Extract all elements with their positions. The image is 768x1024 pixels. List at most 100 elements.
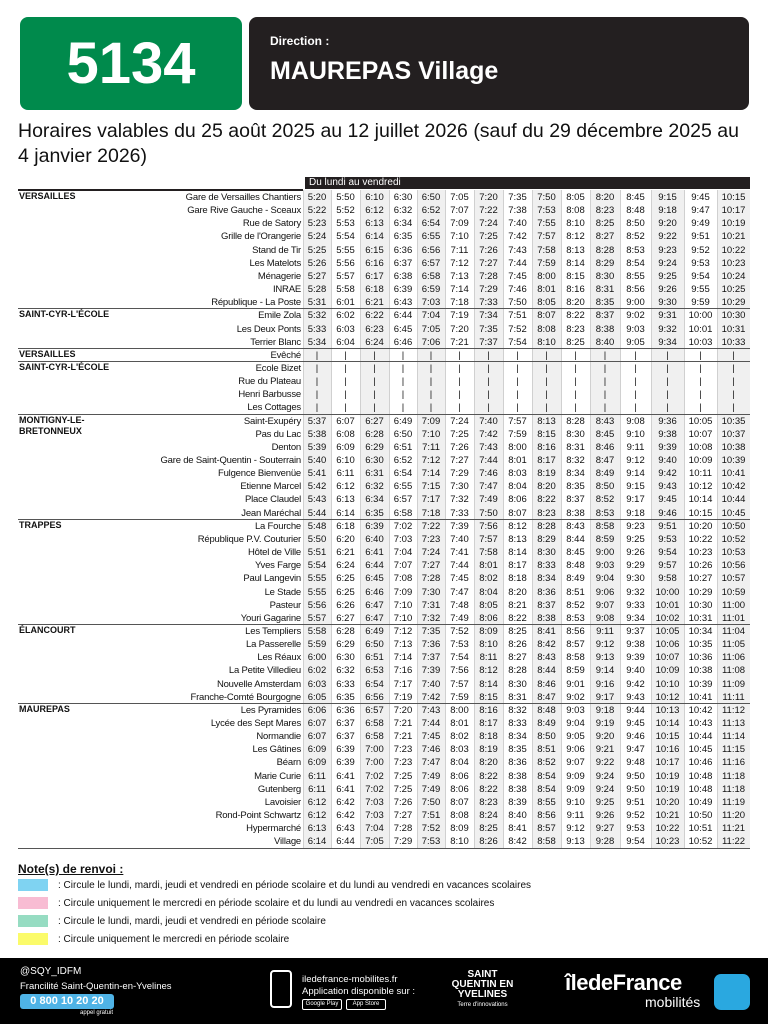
time: 9:50 bbox=[626, 770, 645, 782]
time: 9:42 bbox=[626, 678, 645, 690]
time: 10:35 bbox=[721, 415, 746, 427]
time: 8:10 bbox=[566, 218, 585, 230]
time: 7:25 bbox=[479, 231, 498, 243]
time: 8:31 bbox=[508, 691, 527, 703]
time: 9:22 bbox=[658, 231, 677, 243]
time: 8:52 bbox=[595, 494, 615, 506]
time: 9:14 bbox=[626, 468, 645, 480]
time: 8:09 bbox=[450, 823, 469, 835]
time: 6:47 bbox=[365, 599, 384, 611]
time: 10:53 bbox=[721, 547, 746, 559]
time: 6:57 bbox=[365, 704, 384, 716]
direction-label: Direction : bbox=[270, 34, 330, 48]
time: | bbox=[344, 376, 347, 388]
time: 6:41 bbox=[336, 770, 355, 782]
time: 9:03 bbox=[595, 560, 615, 572]
time: 6:11 bbox=[308, 783, 326, 795]
time: 10:23 bbox=[721, 257, 746, 269]
stop-name: La Fourche bbox=[254, 520, 301, 532]
time: 10:38 bbox=[721, 441, 746, 453]
time: | bbox=[574, 402, 577, 414]
time: 7:57 bbox=[508, 415, 527, 427]
time: 6:54 bbox=[365, 678, 384, 690]
time: | bbox=[487, 402, 490, 414]
time: 8:40 bbox=[595, 336, 615, 348]
time: 10:36 bbox=[688, 652, 713, 664]
time: 6:25 bbox=[336, 573, 355, 585]
time: 8:08 bbox=[537, 323, 556, 335]
time: 7:02 bbox=[365, 783, 384, 795]
time: 6:12 bbox=[307, 810, 327, 822]
time: 8:26 bbox=[508, 639, 527, 651]
time: 8:00 bbox=[450, 704, 469, 716]
time: 7:50 bbox=[421, 796, 441, 808]
time: 11:18 bbox=[721, 770, 746, 782]
time: 10:46 bbox=[688, 757, 713, 769]
time: 10:56 bbox=[721, 560, 746, 572]
time: 6:34 bbox=[365, 494, 384, 506]
time: | bbox=[545, 402, 548, 414]
time: 6:49 bbox=[393, 415, 413, 427]
time: 9:09 bbox=[566, 783, 585, 795]
time: 6:09 bbox=[307, 757, 327, 769]
time: 5:50 bbox=[336, 192, 355, 203]
time: 9:23 bbox=[658, 244, 677, 256]
time: 9:44 bbox=[626, 704, 645, 716]
stop-name: Stand de Tir bbox=[252, 244, 301, 256]
time: | bbox=[732, 362, 735, 374]
stop-name: Pas du Lac bbox=[255, 428, 301, 440]
time: 7:10 bbox=[450, 231, 469, 243]
time: | bbox=[516, 362, 519, 374]
time: | bbox=[574, 362, 577, 374]
time: 5:42 bbox=[307, 481, 327, 493]
time: 7:07 bbox=[393, 560, 413, 572]
time: 9:34 bbox=[658, 336, 677, 348]
stop-name: Les Deux Ponts bbox=[236, 323, 301, 335]
time: 6:33 bbox=[336, 678, 355, 690]
time: 7:57 bbox=[537, 231, 556, 243]
time: 6:37 bbox=[393, 257, 413, 269]
time: 7:22 bbox=[421, 520, 441, 532]
time: 6:35 bbox=[365, 507, 384, 519]
time: | bbox=[487, 389, 490, 401]
time: 8:58 bbox=[566, 652, 585, 664]
time: 6:14 bbox=[336, 507, 355, 519]
time: 9:11 bbox=[566, 810, 585, 822]
time: 6:14 bbox=[365, 231, 384, 243]
time: 11:19 bbox=[721, 796, 746, 808]
time: 7:20 bbox=[393, 704, 413, 716]
time: 7:50 bbox=[479, 507, 498, 519]
time: 5:41 bbox=[307, 468, 327, 480]
note-text: : Circule le lundi, mardi, jeudi et vend… bbox=[58, 880, 532, 891]
time: 6:52 bbox=[393, 455, 413, 466]
time: 5:55 bbox=[307, 573, 327, 585]
time: 6:34 bbox=[393, 218, 413, 230]
time: 8:28 bbox=[566, 415, 585, 427]
time: 8:04 bbox=[479, 586, 498, 598]
time: 6:30 bbox=[393, 192, 413, 203]
time: 8:47 bbox=[537, 691, 556, 703]
time: | bbox=[666, 349, 669, 361]
time: 10:07 bbox=[655, 652, 680, 664]
stop-name: Rue de Satory bbox=[242, 218, 301, 230]
time: 7:05 bbox=[421, 323, 441, 335]
time: 7:58 bbox=[537, 244, 556, 256]
time: 7:09 bbox=[421, 415, 441, 427]
time: 8:56 bbox=[626, 284, 645, 296]
time: 8:30 bbox=[537, 547, 556, 559]
time: 7:46 bbox=[508, 284, 527, 296]
time: 11:05 bbox=[721, 639, 746, 651]
time: 7:36 bbox=[421, 639, 441, 651]
time: 6:12 bbox=[365, 205, 384, 217]
time: 5:52 bbox=[336, 205, 355, 217]
time: 10:14 bbox=[688, 494, 713, 506]
time: 7:17 bbox=[421, 494, 441, 506]
time: 9:51 bbox=[658, 520, 677, 532]
time: 8:01 bbox=[450, 718, 469, 729]
time: 6:50 bbox=[365, 639, 384, 651]
time: 9:45 bbox=[658, 494, 677, 506]
time: 6:39 bbox=[336, 757, 355, 769]
time: 10:59 bbox=[721, 586, 746, 598]
time: 8:59 bbox=[566, 665, 585, 677]
